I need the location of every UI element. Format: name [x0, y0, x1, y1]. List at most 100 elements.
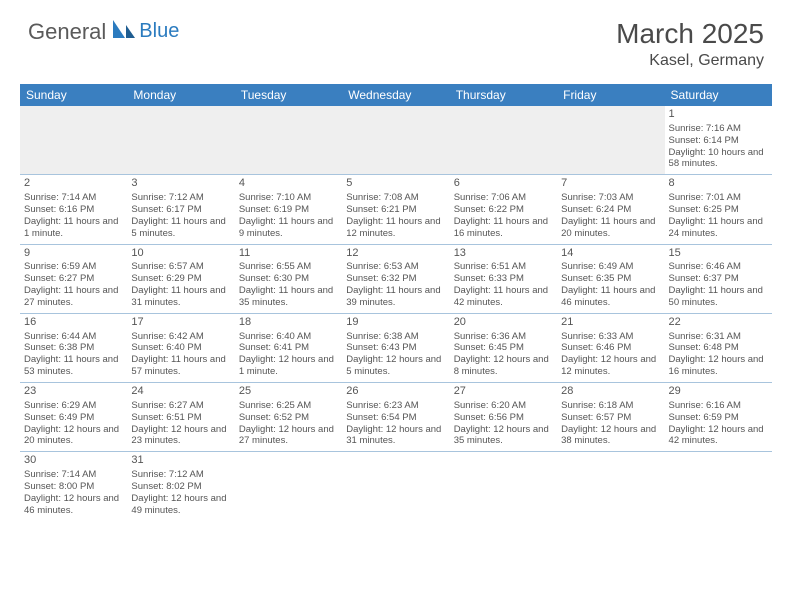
day-number: 8 — [669, 177, 768, 191]
day-number: 24 — [131, 385, 230, 399]
calendar-cell — [450, 106, 557, 175]
calendar-cell: 12Sunrise: 6:53 AMSunset: 6:32 PMDayligh… — [342, 244, 449, 313]
sunset-text: Sunset: 6:40 PM — [131, 342, 230, 354]
day-number: 1 — [669, 108, 768, 122]
calendar-body: 1Sunrise: 7:16 AMSunset: 6:14 PMDaylight… — [20, 106, 772, 521]
day-number: 2 — [24, 177, 123, 191]
day-header: Tuesday — [235, 84, 342, 106]
sunrise-text: Sunrise: 7:12 AM — [131, 469, 230, 481]
sunrise-text: Sunrise: 6:23 AM — [346, 400, 445, 412]
sunset-text: Sunset: 6:56 PM — [454, 412, 553, 424]
calendar-cell — [342, 106, 449, 175]
day-header: Thursday — [450, 84, 557, 106]
logo-text-general: General — [28, 19, 106, 45]
sunrise-text: Sunrise: 6:16 AM — [669, 400, 768, 412]
calendar-cell: 6Sunrise: 7:06 AMSunset: 6:22 PMDaylight… — [450, 175, 557, 244]
calendar-cell: 31Sunrise: 7:12 AMSunset: 8:02 PMDayligh… — [127, 452, 234, 521]
sunrise-text: Sunrise: 6:51 AM — [454, 261, 553, 273]
sunrise-text: Sunrise: 6:42 AM — [131, 331, 230, 343]
day-number: 21 — [561, 316, 660, 330]
day-number: 28 — [561, 385, 660, 399]
calendar-row: 23Sunrise: 6:29 AMSunset: 6:49 PMDayligh… — [20, 383, 772, 452]
day-number: 31 — [131, 454, 230, 468]
sunrise-text: Sunrise: 6:20 AM — [454, 400, 553, 412]
calendar-cell: 1Sunrise: 7:16 AMSunset: 6:14 PMDaylight… — [665, 106, 772, 175]
calendar-cell — [557, 106, 664, 175]
day-number: 14 — [561, 247, 660, 261]
sunset-text: Sunset: 6:46 PM — [561, 342, 660, 354]
calendar-cell: 3Sunrise: 7:12 AMSunset: 6:17 PMDaylight… — [127, 175, 234, 244]
sunrise-text: Sunrise: 6:55 AM — [239, 261, 338, 273]
calendar-head: SundayMondayTuesdayWednesdayThursdayFrid… — [20, 84, 772, 106]
daylight-text: Daylight: 12 hours and 35 minutes. — [454, 424, 553, 448]
day-number: 13 — [454, 247, 553, 261]
daylight-text: Daylight: 10 hours and 58 minutes. — [669, 147, 768, 171]
day-number: 7 — [561, 177, 660, 191]
day-number: 17 — [131, 316, 230, 330]
logo-text-blue: Blue — [139, 20, 179, 43]
sunrise-text: Sunrise: 7:03 AM — [561, 192, 660, 204]
day-number: 20 — [454, 316, 553, 330]
calendar-cell — [342, 452, 449, 521]
calendar-cell: 7Sunrise: 7:03 AMSunset: 6:24 PMDaylight… — [557, 175, 664, 244]
sunrise-text: Sunrise: 6:27 AM — [131, 400, 230, 412]
daylight-text: Daylight: 12 hours and 38 minutes. — [561, 424, 660, 448]
sunset-text: Sunset: 6:37 PM — [669, 273, 768, 285]
daylight-text: Daylight: 12 hours and 12 minutes. — [561, 354, 660, 378]
daylight-text: Daylight: 11 hours and 24 minutes. — [669, 216, 768, 240]
calendar-cell — [235, 106, 342, 175]
calendar-cell: 16Sunrise: 6:44 AMSunset: 6:38 PMDayligh… — [20, 313, 127, 382]
calendar-cell: 30Sunrise: 7:14 AMSunset: 8:00 PMDayligh… — [20, 452, 127, 521]
day-number: 9 — [24, 247, 123, 261]
daylight-text: Daylight: 12 hours and 20 minutes. — [24, 424, 123, 448]
sunset-text: Sunset: 6:35 PM — [561, 273, 660, 285]
sunset-text: Sunset: 6:19 PM — [239, 204, 338, 216]
calendar-cell — [557, 452, 664, 521]
daylight-text: Daylight: 12 hours and 49 minutes. — [131, 493, 230, 517]
sunrise-text: Sunrise: 6:29 AM — [24, 400, 123, 412]
daylight-text: Daylight: 11 hours and 57 minutes. — [131, 354, 230, 378]
sunset-text: Sunset: 6:27 PM — [24, 273, 123, 285]
sunset-text: Sunset: 6:48 PM — [669, 342, 768, 354]
sunrise-text: Sunrise: 6:36 AM — [454, 331, 553, 343]
sunset-text: Sunset: 6:25 PM — [669, 204, 768, 216]
sunset-text: Sunset: 6:57 PM — [561, 412, 660, 424]
day-number: 10 — [131, 247, 230, 261]
sunset-text: Sunset: 6:45 PM — [454, 342, 553, 354]
day-number: 16 — [24, 316, 123, 330]
day-number: 26 — [346, 385, 445, 399]
calendar-cell: 2Sunrise: 7:14 AMSunset: 6:16 PMDaylight… — [20, 175, 127, 244]
day-number: 23 — [24, 385, 123, 399]
calendar-cell: 15Sunrise: 6:46 AMSunset: 6:37 PMDayligh… — [665, 244, 772, 313]
calendar-cell: 29Sunrise: 6:16 AMSunset: 6:59 PMDayligh… — [665, 383, 772, 452]
sunset-text: Sunset: 8:00 PM — [24, 481, 123, 493]
daylight-text: Daylight: 11 hours and 42 minutes. — [454, 285, 553, 309]
calendar-cell: 23Sunrise: 6:29 AMSunset: 6:49 PMDayligh… — [20, 383, 127, 452]
sunrise-text: Sunrise: 6:53 AM — [346, 261, 445, 273]
day-header: Sunday — [20, 84, 127, 106]
sunrise-text: Sunrise: 6:31 AM — [669, 331, 768, 343]
sunrise-text: Sunrise: 7:12 AM — [131, 192, 230, 204]
sunrise-text: Sunrise: 6:33 AM — [561, 331, 660, 343]
calendar-cell — [20, 106, 127, 175]
calendar-cell: 5Sunrise: 7:08 AMSunset: 6:21 PMDaylight… — [342, 175, 449, 244]
calendar-cell — [235, 452, 342, 521]
calendar-row: 30Sunrise: 7:14 AMSunset: 8:00 PMDayligh… — [20, 452, 772, 521]
day-number: 3 — [131, 177, 230, 191]
sunset-text: Sunset: 6:59 PM — [669, 412, 768, 424]
daylight-text: Daylight: 12 hours and 23 minutes. — [131, 424, 230, 448]
day-header: Wednesday — [342, 84, 449, 106]
sunrise-text: Sunrise: 6:59 AM — [24, 261, 123, 273]
logo-sail-icon — [111, 18, 137, 45]
daylight-text: Daylight: 11 hours and 39 minutes. — [346, 285, 445, 309]
calendar-row: 2Sunrise: 7:14 AMSunset: 6:16 PMDaylight… — [20, 175, 772, 244]
day-number: 5 — [346, 177, 445, 191]
daylight-text: Daylight: 11 hours and 1 minute. — [24, 216, 123, 240]
calendar-row: 1Sunrise: 7:16 AMSunset: 6:14 PMDaylight… — [20, 106, 772, 175]
sunrise-text: Sunrise: 7:14 AM — [24, 469, 123, 481]
day-number: 11 — [239, 247, 338, 261]
calendar-cell: 24Sunrise: 6:27 AMSunset: 6:51 PMDayligh… — [127, 383, 234, 452]
daylight-text: Daylight: 11 hours and 9 minutes. — [239, 216, 338, 240]
calendar-cell — [127, 106, 234, 175]
calendar-cell: 28Sunrise: 6:18 AMSunset: 6:57 PMDayligh… — [557, 383, 664, 452]
